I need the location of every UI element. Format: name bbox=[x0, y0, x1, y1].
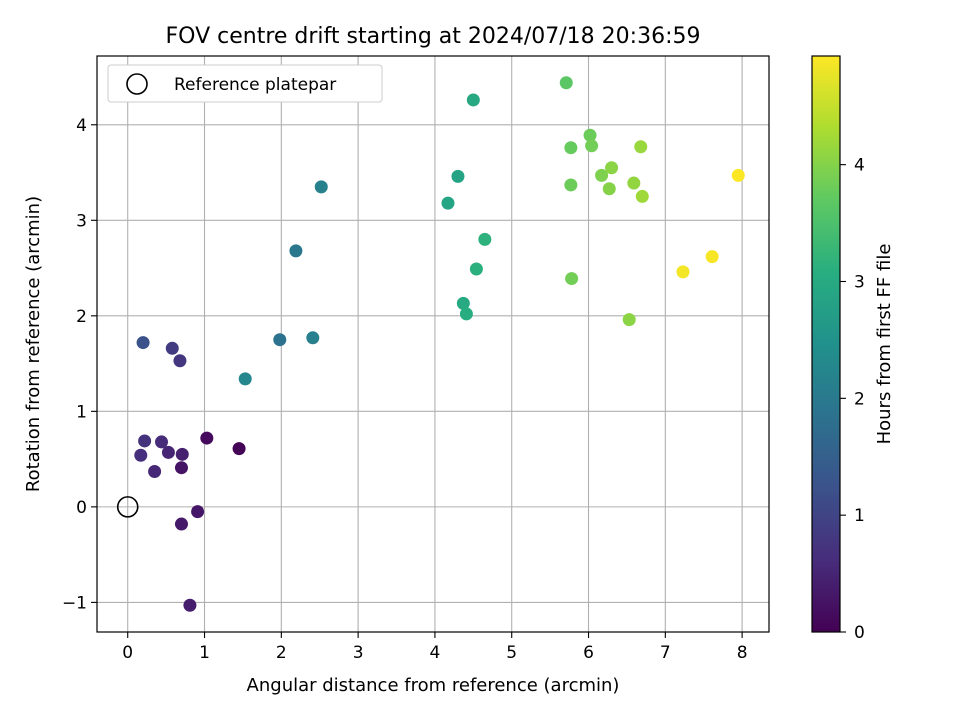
grid bbox=[97, 56, 769, 632]
data-point bbox=[148, 465, 162, 479]
colorbar-tick-label: 1 bbox=[854, 506, 865, 526]
data-point bbox=[466, 93, 480, 107]
data-point bbox=[238, 372, 252, 386]
x-tick-label: 6 bbox=[583, 643, 594, 663]
data-point bbox=[705, 250, 719, 264]
data-point bbox=[273, 333, 287, 347]
plot-frame bbox=[96, 55, 770, 633]
data-point bbox=[585, 139, 599, 153]
x-tick-label: 1 bbox=[199, 643, 210, 663]
data-point bbox=[232, 442, 246, 456]
y-axis-ticks: −1 0 1 2 3 4 bbox=[62, 116, 97, 613]
data-point bbox=[161, 445, 175, 459]
colorbar-tick-label: 3 bbox=[854, 272, 865, 292]
x-tick-label: 8 bbox=[737, 643, 748, 663]
x-tick-label: 7 bbox=[660, 643, 671, 663]
data-point bbox=[174, 461, 188, 475]
data-point bbox=[583, 128, 597, 142]
colorbar-label: Hours from first FF file bbox=[874, 244, 895, 445]
scatter-points bbox=[134, 76, 745, 612]
data-point bbox=[155, 435, 169, 449]
y-tick-label: −1 bbox=[62, 593, 87, 613]
y-tick-label: 3 bbox=[76, 211, 87, 231]
data-point bbox=[173, 354, 187, 368]
data-point bbox=[138, 434, 152, 448]
data-point bbox=[564, 178, 578, 192]
data-point bbox=[306, 331, 320, 345]
data-point bbox=[165, 341, 179, 355]
colorbar-tick-label: 0 bbox=[854, 623, 865, 643]
x-tick-label: 4 bbox=[430, 643, 441, 663]
x-tick-label: 3 bbox=[353, 643, 364, 663]
data-point bbox=[191, 505, 205, 519]
data-point bbox=[634, 140, 648, 154]
legend: Reference platepar bbox=[107, 64, 383, 103]
legend-marker-icon bbox=[126, 73, 148, 95]
data-point bbox=[478, 232, 492, 246]
x-axis-ticks: 0 1 2 3 4 5 6 7 8 bbox=[122, 632, 748, 663]
data-point bbox=[565, 272, 579, 286]
x-axis-label: Angular distance from reference (arcmin) bbox=[247, 675, 620, 696]
data-point bbox=[174, 517, 188, 531]
colorbar-tick-label: 4 bbox=[854, 156, 865, 176]
plot-area bbox=[97, 56, 769, 632]
x-tick-label: 0 bbox=[122, 643, 133, 663]
data-point bbox=[469, 262, 483, 276]
y-tick-label: 0 bbox=[76, 498, 87, 518]
chart-title: FOV centre drift starting at 2024/07/18 … bbox=[166, 24, 701, 49]
data-point bbox=[627, 176, 641, 190]
colorbar bbox=[811, 55, 841, 633]
data-point bbox=[635, 189, 649, 203]
legend-box bbox=[107, 64, 383, 103]
data-point bbox=[134, 448, 148, 462]
legend-entry: Reference platepar bbox=[174, 75, 336, 95]
data-point bbox=[731, 168, 745, 182]
data-point bbox=[456, 296, 470, 310]
data-point bbox=[676, 265, 690, 279]
y-tick-label: 1 bbox=[76, 402, 87, 422]
data-point bbox=[289, 244, 303, 258]
data-point bbox=[451, 169, 465, 183]
data-point bbox=[602, 182, 616, 196]
y-axis-label: Rotation from reference (arcmin) bbox=[23, 196, 44, 492]
data-point bbox=[200, 431, 214, 445]
data-point bbox=[559, 76, 573, 90]
data-point bbox=[622, 313, 636, 327]
data-point bbox=[183, 598, 197, 612]
colorbar-ticks: 0 1 2 3 4 bbox=[840, 156, 865, 643]
reference-platepar-marker bbox=[116, 496, 139, 518]
data-point bbox=[175, 447, 189, 461]
x-tick-label: 5 bbox=[506, 643, 517, 663]
colorbar-tick-label: 2 bbox=[854, 389, 865, 409]
data-point bbox=[441, 196, 455, 210]
y-tick-label: 4 bbox=[76, 116, 87, 136]
data-point bbox=[314, 180, 328, 194]
y-tick-label: 2 bbox=[76, 307, 87, 327]
data-point bbox=[605, 161, 619, 175]
data-point bbox=[595, 168, 609, 182]
x-tick-label: 2 bbox=[276, 643, 287, 663]
data-point bbox=[136, 336, 150, 350]
data-point bbox=[564, 141, 578, 155]
data-point bbox=[459, 307, 473, 321]
